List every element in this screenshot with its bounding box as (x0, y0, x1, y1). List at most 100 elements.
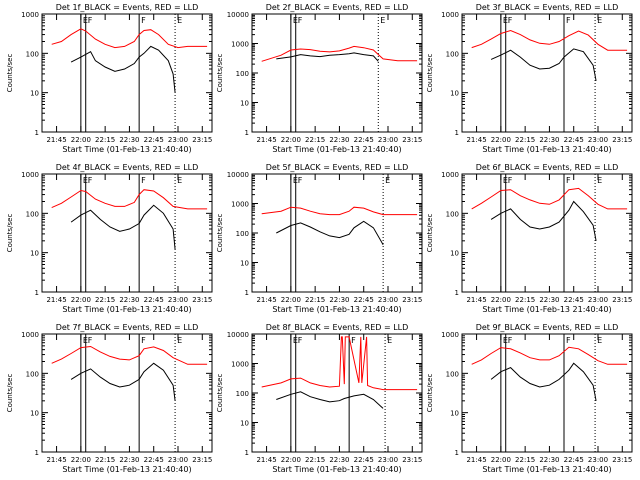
plot-frame (41, 333, 213, 453)
y-tick-label: 100 (26, 370, 39, 378)
event-marker-label: F (508, 16, 513, 25)
x-tick-label: 22:15 (305, 136, 325, 144)
series-line-events (276, 220, 384, 245)
event-marker-label: F (141, 16, 146, 25)
x-tick-label: 22:00 (281, 296, 301, 304)
plot-frame (461, 173, 633, 293)
x-tick-label: 22:45 (144, 296, 164, 304)
event-marker-label: E (597, 176, 602, 185)
event-marker-label: E (177, 16, 182, 25)
event-marker-label: F (88, 16, 93, 25)
y-tick-label: 1000 (21, 331, 39, 339)
x-tick-label: 22:45 (354, 296, 374, 304)
series-line-lld (471, 187, 628, 210)
event-marker-label: F (566, 16, 571, 25)
event-marker-label: F (141, 336, 146, 345)
panel-title: Det 4f_BLACK = Events, RED = LLD (56, 163, 199, 172)
panel-8: Det 8f_BLACK = Events, RED = LLD 1 10 100 10… (216, 323, 423, 474)
x-tick-label: 21:45 (466, 136, 486, 144)
panel-9: Det 9f_BLACK = Events, RED = LLD 1 10 100 10… (426, 323, 633, 474)
event-marker-label: E (380, 16, 385, 25)
panel-title: Det 3f_BLACK = Events, RED = LLD (476, 3, 619, 12)
x-tick-label: 22:00 (491, 296, 511, 304)
y-tick-label: 10 (240, 100, 249, 108)
x-tick-label: 22:45 (354, 136, 374, 144)
x-tick-label: 22:00 (71, 136, 91, 144)
panel-1: Det 1f_BLACK = Events, RED = LLD 1 10 100 10… (6, 3, 213, 154)
event-marker-label: F (298, 176, 303, 185)
x-tick-label: 23:00 (588, 456, 608, 464)
event-marker-label: F (141, 176, 146, 185)
series-line-events (490, 362, 597, 401)
series-line-events (490, 200, 597, 241)
y-tick-label: 100 (26, 50, 39, 58)
y-tick-label: 1000 (21, 171, 39, 179)
y-axis-label: Counts/sec (426, 54, 434, 93)
y-tick-label: 1 (455, 449, 459, 457)
x-tick-label: 21:45 (256, 136, 276, 144)
y-axis-label: Counts/sec (6, 214, 14, 253)
x-tick-label: 21:45 (256, 456, 276, 464)
y-tick-label: 1000 (441, 331, 459, 339)
plot-frame (251, 13, 423, 133)
x-tick-label: 22:45 (564, 456, 584, 464)
y-axis-label: Counts/sec (216, 214, 224, 253)
y-tick-label: 100 (26, 210, 39, 218)
x-tick-label: 23:00 (378, 296, 398, 304)
y-tick-label: 10 (240, 420, 249, 428)
x-tick-label: 23:15 (612, 456, 632, 464)
x-tick-label: 22:30 (119, 456, 139, 464)
x-axis-label: Start Time (01-Feb-13 21:40:40) (62, 145, 191, 154)
x-tick-label: 23:00 (168, 456, 188, 464)
x-axis-label: Start Time (01-Feb-13 21:40:40) (62, 305, 191, 314)
y-tick-label: 100 (236, 70, 249, 78)
event-marker-label: F (566, 336, 571, 345)
x-tick-label: 23:15 (192, 456, 212, 464)
y-tick-label: 100 (446, 210, 459, 218)
x-tick-label: 22:45 (354, 456, 374, 464)
x-axis-label: Start Time (01-Feb-13 21:40:40) (62, 465, 191, 474)
x-axis-label: Start Time (01-Feb-13 21:40:40) (482, 145, 611, 154)
event-marker-label: F (508, 336, 513, 345)
y-tick-label: 10 (30, 250, 39, 258)
x-tick-label: 22:00 (71, 296, 91, 304)
panel-title: Det 8f_BLACK = Events, RED = LLD (266, 323, 409, 332)
y-tick-label: 1000 (441, 11, 459, 19)
x-tick-label: 22:00 (491, 456, 511, 464)
y-tick-label: 1 (455, 289, 459, 297)
x-tick-label: 21:45 (46, 456, 66, 464)
series-line-events (70, 362, 176, 401)
y-axis-label: Counts/sec (6, 374, 14, 413)
x-tick-label: 22:00 (281, 456, 301, 464)
x-tick-label: 23:15 (402, 456, 422, 464)
x-tick-label: 22:30 (329, 456, 349, 464)
y-tick-label: 10000 (227, 171, 249, 179)
plot-frame (461, 333, 633, 453)
series-line-lld (51, 189, 208, 210)
y-tick-label: 10000 (227, 331, 249, 339)
event-marker-label: E (597, 336, 602, 345)
plot-frame (41, 13, 213, 133)
event-marker-label: F (88, 176, 93, 185)
x-tick-label: 22:30 (329, 296, 349, 304)
y-tick-label: 1 (245, 449, 249, 457)
y-tick-label: 1 (35, 129, 39, 137)
y-tick-label: 100 (446, 370, 459, 378)
panel-5: Det 5f_BLACK = Events, RED = LLD 1 10 100 10… (216, 163, 423, 314)
event-marker-label: E (177, 176, 182, 185)
x-tick-label: 22:45 (564, 136, 584, 144)
x-axis-label: Start Time (01-Feb-13 21:40:40) (272, 145, 401, 154)
event-marker-label: E (177, 336, 182, 345)
y-tick-label: 10 (450, 410, 459, 418)
y-tick-label: 100 (446, 50, 459, 58)
x-tick-label: 23:15 (192, 296, 212, 304)
event-marker-label: E (387, 336, 392, 345)
panel-title: Det 5f_BLACK = Events, RED = LLD (266, 163, 409, 172)
series-line-events (70, 204, 176, 250)
x-tick-label: 22:15 (305, 456, 325, 464)
event-marker-label: E (385, 176, 390, 185)
y-tick-label: 10 (450, 250, 459, 258)
event-marker-label: E (597, 16, 602, 25)
x-tick-label: 22:30 (539, 296, 559, 304)
y-tick-label: 1000 (231, 361, 249, 369)
